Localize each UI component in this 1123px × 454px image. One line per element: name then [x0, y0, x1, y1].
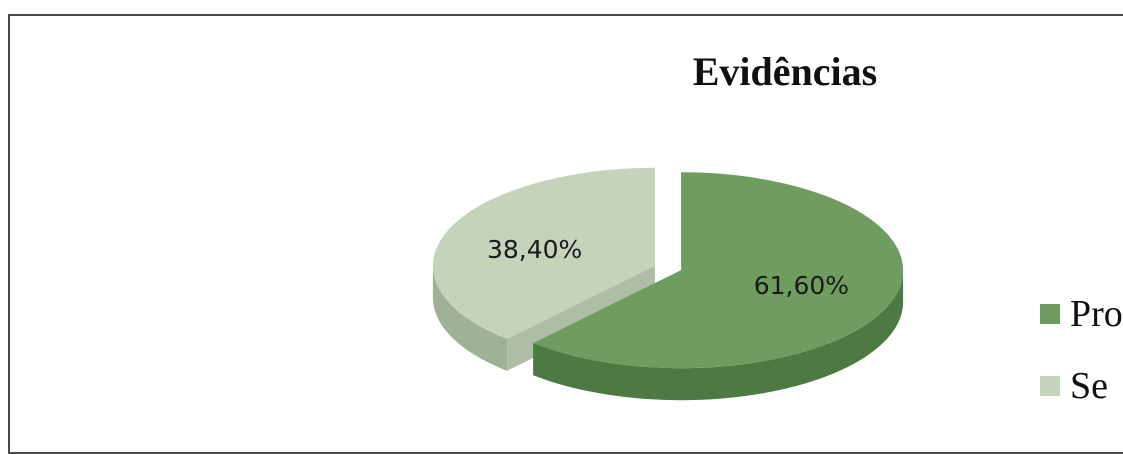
pie-data-label: 61,60%: [754, 271, 849, 300]
pie-slice-top: [533, 172, 904, 369]
chart-title: Evidências: [692, 49, 878, 94]
chart-frame: Evidências 61,60% 38,40% Pro Se: [8, 14, 1123, 454]
pie-slice-0: [533, 172, 904, 401]
legend-entry: Pro: [1040, 292, 1123, 336]
legend-swatch: [1040, 376, 1060, 397]
legend-swatch: [1040, 304, 1060, 325]
legend-label: Se: [1070, 365, 1108, 407]
legend-entry: Se: [1040, 364, 1108, 408]
pie-data-label: 38,40%: [487, 235, 582, 264]
pie-slice-top: [432, 167, 655, 339]
pie-slice-side: [432, 265, 508, 371]
pie-chart: 61,60% 38,40%: [432, 167, 904, 401]
pie-slice-side: [533, 270, 904, 401]
legend-label: Pro: [1070, 293, 1123, 335]
